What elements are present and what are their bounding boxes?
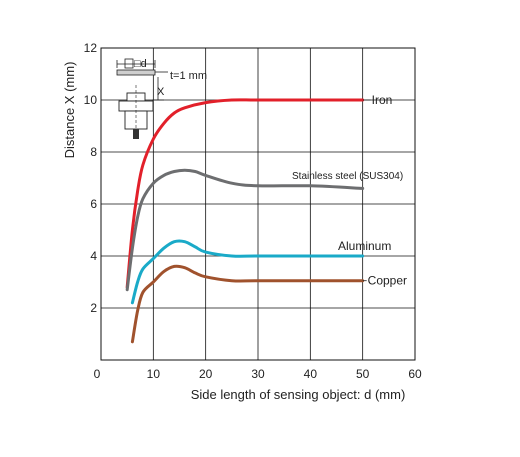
sensor-cable xyxy=(133,129,139,139)
y-tick-label: 8 xyxy=(90,145,97,159)
x-axis-label: Side length of sensing object: d (mm) xyxy=(191,387,406,402)
y-axis-label: Distance X (mm) xyxy=(62,62,77,159)
y-tick-label: 2 xyxy=(90,301,97,315)
series-label-copper: Copper xyxy=(368,274,407,288)
series-line-aluminum xyxy=(130,239,365,305)
x-tick-label: 60 xyxy=(408,367,422,381)
series-labels: Iron Stainless steel (SUS304) Aluminum Copp… xyxy=(292,93,407,288)
plot-frame xyxy=(100,47,416,361)
series-line-copper xyxy=(130,264,365,344)
sensor-diagram: □d t=1 mm X xyxy=(116,58,207,140)
x-tick-label: 0 xyxy=(94,367,101,381)
x-tick-label: 10 xyxy=(147,367,161,381)
x-tick-label: 20 xyxy=(199,367,213,381)
y-tick-label: 12 xyxy=(84,41,98,55)
series-label-stainless-steel-sus304: Stainless steel (SUS304) xyxy=(292,171,403,182)
y-tick-labels: 2 4 6 8 10 12 xyxy=(84,41,98,315)
series-line-iron xyxy=(125,98,365,289)
x-tick-labels: 0 10 20 30 40 50 60 xyxy=(94,367,422,381)
series-layer xyxy=(125,98,365,344)
x-tick-label: 50 xyxy=(356,367,370,381)
chart-grid xyxy=(101,48,415,360)
diagram-square-label: □d xyxy=(134,58,147,70)
series-line-stainless-steel-sus304 xyxy=(125,168,365,292)
y-tick-label: 4 xyxy=(90,249,97,263)
y-tick-label: 10 xyxy=(84,93,98,107)
diagram-square-symbol xyxy=(124,58,134,69)
sensing-object-plate xyxy=(116,69,156,76)
x-tick-label: 40 xyxy=(304,367,318,381)
series-label-aluminum: Aluminum xyxy=(338,239,391,253)
diagram-thickness-label: t=1 mm xyxy=(170,70,207,82)
diagram-distance-label: X xyxy=(157,86,165,98)
series-label-iron: Iron xyxy=(372,93,393,107)
y-tick-label: 6 xyxy=(90,197,97,211)
x-tick-label: 30 xyxy=(251,367,265,381)
